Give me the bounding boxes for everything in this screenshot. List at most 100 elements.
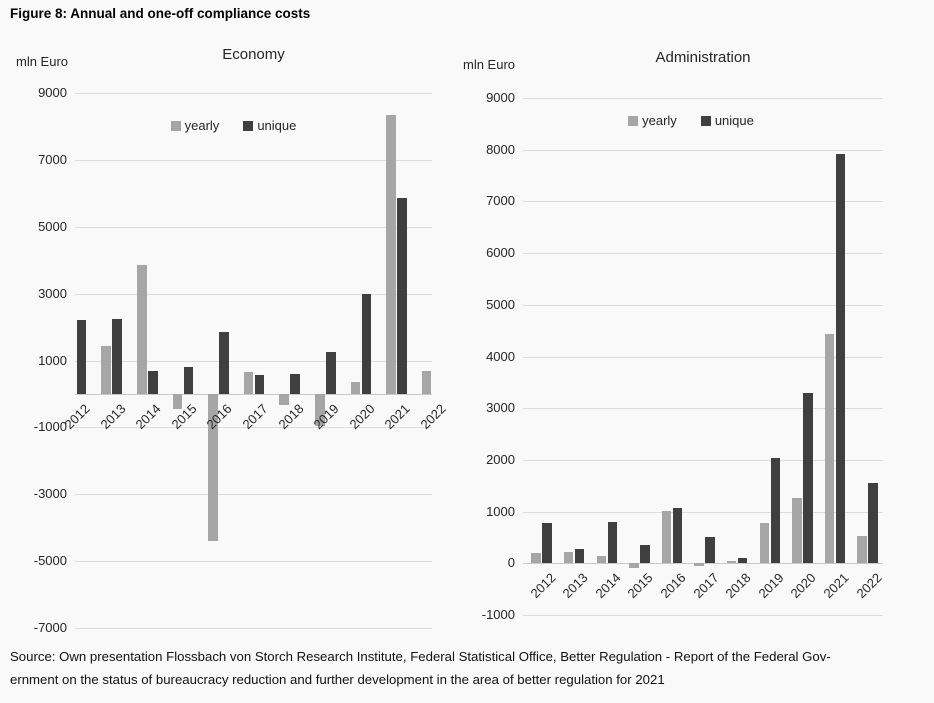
bar-economy-unique-2021 xyxy=(397,198,407,394)
administration-unit-label: mln Euro xyxy=(463,57,516,72)
y-tick-label: 6000 xyxy=(486,245,515,261)
bar-administration-yearly-2014 xyxy=(596,555,606,564)
y-tick-label: 3000 xyxy=(486,400,515,416)
y-tick-label: 4000 xyxy=(486,348,515,364)
bar-administration-yearly-2020 xyxy=(792,497,802,564)
economy-legend-label-yearly: yearly xyxy=(184,118,220,133)
yearly-legend-swatch-icon xyxy=(170,120,181,131)
figure-title: Figure 8: Annual and one-off compliance … xyxy=(10,6,311,21)
gridline-7000 xyxy=(75,159,432,161)
administration-legend-label-unique: unique xyxy=(714,113,754,128)
bar-economy-unique-2017 xyxy=(254,374,265,394)
bar-administration-yearly-2018 xyxy=(726,560,737,564)
gridline--3000 xyxy=(75,494,432,496)
administration-legend: yearly unique xyxy=(511,113,871,128)
bar-administration-yearly-2012 xyxy=(531,553,541,564)
bar-administration-yearly-2016 xyxy=(661,511,672,564)
bar-administration-yearly-2017 xyxy=(694,563,704,567)
bar-economy-unique-2019 xyxy=(326,351,336,394)
bar-economy-yearly-2017 xyxy=(243,372,254,394)
bar-economy-yearly-2019 xyxy=(315,393,325,426)
y-tick-label: 1000 xyxy=(486,503,515,519)
y-tick-label: 7000 xyxy=(486,193,515,209)
bar-economy-unique-2014 xyxy=(148,370,158,394)
y-tick-label: -7000 xyxy=(33,620,67,635)
gridline-1000 xyxy=(523,511,883,513)
y-tick-label: 9000 xyxy=(38,85,67,100)
bar-administration-yearly-2021 xyxy=(824,334,835,564)
gridline-9000 xyxy=(523,98,883,99)
bar-administration-yearly-2013 xyxy=(563,551,574,564)
bar-administration-yearly-2019 xyxy=(759,523,769,564)
administration-legend-label-yearly: yearly xyxy=(642,113,677,128)
administration-legend-item-yearly: yearly xyxy=(628,113,677,128)
administration-chart-title: Administration xyxy=(655,49,751,66)
y-tick-label: 2000 xyxy=(486,451,515,467)
bar-economy-yearly-2013 xyxy=(101,345,111,394)
gridline-3000 xyxy=(523,408,883,410)
bar-economy-unique-2013 xyxy=(112,318,122,394)
economy-legend: yearly unique xyxy=(55,118,412,133)
bar-economy-yearly-2021 xyxy=(386,114,396,394)
y-tick-label: 3000 xyxy=(38,285,67,301)
y-tick-label: -5000 xyxy=(33,553,67,569)
bar-administration-unique-2022 xyxy=(868,483,878,564)
y-tick-label: 8000 xyxy=(486,141,515,157)
bar-administration-unique-2019 xyxy=(770,458,780,564)
bar-administration-unique-2016 xyxy=(672,507,683,564)
category-axis-line xyxy=(75,393,432,395)
economy-plot-area: 9000 7000 5000 3000 1000 -1000 -3000 -5000 -7000… xyxy=(34,85,449,635)
economy-legend-label-unique: unique xyxy=(257,118,297,133)
y-tick-label: 9000 xyxy=(486,90,515,105)
bar-economy-unique-2020 xyxy=(361,293,372,394)
bar-economy-unique-2015 xyxy=(183,367,194,394)
bar-economy-unique-2018 xyxy=(290,373,300,394)
y-tick-label: 0 xyxy=(507,555,515,571)
bar-administration-unique-2014 xyxy=(607,521,617,564)
bar-economy-yearly-2014 xyxy=(137,265,147,394)
bar-administration-yearly-2015 xyxy=(629,563,639,569)
unique-legend-swatch-icon xyxy=(700,115,711,126)
bar-administration-unique-2020 xyxy=(803,393,813,564)
administration-legend-item-unique: unique xyxy=(700,113,754,128)
gridline-5000 xyxy=(75,226,432,228)
source-note: Source: Own presentation Flossbach von S… xyxy=(10,645,930,691)
y-tick-label: 7000 xyxy=(38,151,67,167)
bar-economy-unique-2016 xyxy=(219,332,229,394)
gridline-2000 xyxy=(523,459,883,461)
gridline--1000 xyxy=(523,615,883,616)
bar-administration-yearly-2022 xyxy=(857,535,867,564)
gridline--5000 xyxy=(75,561,432,563)
bar-economy-yearly-2018 xyxy=(279,393,289,405)
bar-economy-unique-2012 xyxy=(76,320,87,394)
gridline-6000 xyxy=(523,253,883,255)
y-tick-label: -1000 xyxy=(33,419,67,435)
gridline--1000 xyxy=(75,427,432,429)
gridline-4000 xyxy=(523,356,883,358)
y-tick-label: 1000 xyxy=(38,352,67,368)
bar-administration-unique-2017 xyxy=(705,537,715,564)
source-line-1: Source: Own presentation Flossbach von S… xyxy=(10,649,831,664)
yearly-legend-swatch-icon xyxy=(628,115,639,126)
gridline-7000 xyxy=(523,201,883,203)
bar-economy-yearly-2015 xyxy=(172,393,183,409)
bar-economy-yearly-2022 xyxy=(421,370,432,394)
bar-administration-unique-2012 xyxy=(542,523,552,564)
gridline-9000 xyxy=(75,93,432,94)
y-tick-label: -1000 xyxy=(481,607,515,622)
source-line-2: ernment on the status of bureaucracy red… xyxy=(10,672,665,687)
bar-economy-yearly-2020 xyxy=(350,382,361,394)
unique-legend-swatch-icon xyxy=(243,120,254,131)
bar-administration-unique-2018 xyxy=(737,557,748,564)
y-tick-label: -3000 xyxy=(33,486,67,502)
y-tick-label: 5000 xyxy=(38,218,67,234)
bar-administration-unique-2015 xyxy=(640,544,650,564)
gridline-8000 xyxy=(523,149,883,151)
gridline-5000 xyxy=(523,304,883,306)
y-tick-label: 5000 xyxy=(486,296,515,312)
bar-economy-yearly-2016 xyxy=(208,393,218,541)
gridline-1000 xyxy=(75,360,432,362)
economy-legend-item-unique: unique xyxy=(243,118,296,133)
administration-plot-area: 9000 8000 7000 6000 5000 4000 3000 2000 1000 0 -10… xyxy=(482,90,884,622)
